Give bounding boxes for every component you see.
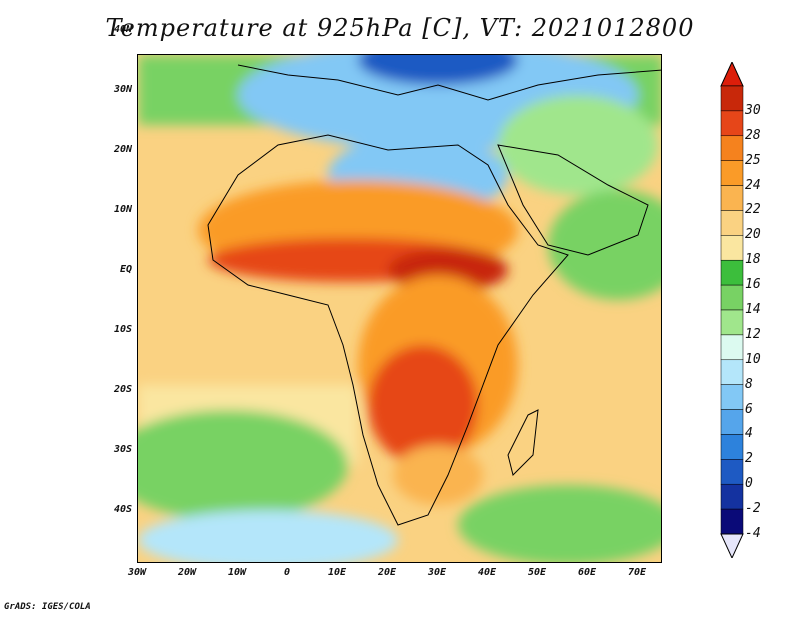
south-atlantic-green [138, 410, 348, 520]
colorbar-label: 14 [745, 302, 761, 317]
colorbar-segment [720, 160, 744, 186]
colorbar-label: -4 [745, 526, 761, 541]
colorbar-segment [720, 483, 744, 510]
colorbar-top-arrow [720, 62, 744, 87]
lat-label-10s: 10S [113, 324, 132, 335]
colorbar-segment [720, 85, 744, 112]
lon-label-60e: 60E [577, 567, 597, 578]
arabian-sea-green [548, 190, 661, 300]
colorbar-segment [720, 185, 744, 211]
colorbar-label: 30 [745, 102, 761, 118]
colorbar-segment [720, 434, 744, 460]
arabia-cool [498, 95, 658, 195]
lat-label-30n: 30N [113, 84, 132, 95]
colorbar-segment [720, 508, 744, 535]
colorbar-label: 20 [745, 227, 761, 243]
colorbar-label: 12 [745, 326, 761, 342]
lon-label-0: 0 [283, 567, 291, 578]
colorbar-label: 10 [745, 351, 761, 367]
colorbar-segment [720, 334, 744, 361]
colorbar-label: 8 [745, 376, 753, 392]
lat-label-40n: 40N [113, 24, 132, 35]
colorbar-segment [720, 235, 744, 261]
colorbar-label: 25 [745, 152, 761, 168]
colorbar-label: 22 [745, 202, 761, 218]
colorbar-label: 24 [745, 177, 761, 193]
southern-cold [138, 510, 398, 562]
colorbar-segment [720, 259, 744, 286]
colorbar-segment [720, 384, 744, 410]
lat-label-30s: 30S [113, 444, 132, 455]
temperature-map [137, 54, 662, 563]
lat-label-10n: 10N [113, 204, 132, 215]
colorbar-segment [720, 309, 744, 336]
colorbar-label: 18 [745, 252, 761, 268]
lat-label-40s: 40S [113, 504, 132, 515]
lon-label-20e: 20E [377, 567, 397, 578]
indian-green [458, 485, 661, 562]
arabia-outline [497, 144, 649, 256]
colorbar-segment [720, 284, 744, 311]
colorbar-segment [720, 135, 744, 161]
colorbar-label: -2 [745, 501, 761, 517]
lon-label-20w: 20W [177, 567, 197, 578]
colorbar-label: 2 [745, 451, 753, 467]
colorbar-segment [720, 210, 744, 236]
colorbar [720, 62, 744, 558]
lon-label-70e: 70E [627, 567, 647, 578]
lat-label-eq: EQ [119, 264, 132, 275]
colorbar-label: 6 [745, 401, 753, 417]
colorbar-segment [720, 459, 744, 485]
chart-title: Temperature at 925hPa [C], VT: 202101280… [105, 14, 695, 42]
lon-label-10e: 10E [327, 567, 347, 578]
europe-very-cold [358, 55, 518, 85]
lon-label-30e: 30E [427, 567, 447, 578]
colorbar-label: 4 [745, 426, 753, 442]
colorbar-label: 16 [745, 277, 761, 293]
lon-label-30w: 30W [127, 567, 147, 578]
colorbar-segment [720, 110, 744, 137]
lon-label-50e: 50E [527, 567, 547, 578]
colorbar-label: 0 [745, 476, 753, 492]
lon-label-40e: 40E [477, 567, 497, 578]
lat-label-20n: 20N [113, 144, 132, 155]
madagascar-outline [507, 409, 539, 476]
colorbar-segment [720, 409, 744, 435]
southern-hot [368, 345, 478, 465]
colorbar-label: 28 [745, 127, 761, 143]
europe-outline [237, 64, 661, 101]
grads-credit: GrADS: IGES/COLA [4, 602, 91, 612]
colorbar-segment [720, 359, 744, 385]
africa-outline [207, 134, 569, 526]
lat-label-20s: 20S [113, 384, 132, 395]
lon-label-10w: 10W [227, 567, 247, 578]
colorbar-bottom-arrow [720, 533, 744, 558]
south-africa-warm [393, 445, 483, 505]
